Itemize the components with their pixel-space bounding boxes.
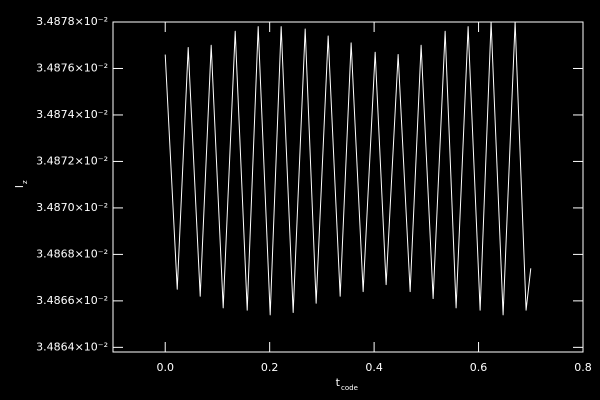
y-axis-label-sub: z bbox=[21, 180, 29, 184]
x-tick-label: 0.2 bbox=[261, 361, 279, 374]
y-tick-label: 3.4874×10⁻² bbox=[36, 108, 108, 121]
data-line bbox=[164, 21, 532, 316]
x-axis-label-sub: code bbox=[341, 384, 358, 392]
y-tick-label: 3.4872×10⁻² bbox=[36, 154, 108, 167]
x-tick-label: 0.4 bbox=[365, 361, 383, 374]
y-tick-label: 3.4876×10⁻² bbox=[36, 61, 108, 74]
y-tick-label: 3.4870×10⁻² bbox=[36, 201, 108, 214]
y-tick-label: 3.4864×10⁻² bbox=[36, 340, 108, 353]
x-axis-label: t bbox=[336, 376, 341, 389]
y-tick-label: 3.4868×10⁻² bbox=[36, 247, 108, 260]
x-tick-label: 0.0 bbox=[156, 361, 174, 374]
y-tick-label: 3.4866×10⁻² bbox=[36, 294, 108, 307]
x-tick-label: 0.8 bbox=[574, 361, 592, 374]
y-tick-label: 3.4878×10⁻² bbox=[36, 15, 108, 28]
x-tick-label: 0.6 bbox=[470, 361, 488, 374]
y-axis-label-group: l z bbox=[13, 180, 29, 188]
y-axis-label: l bbox=[13, 185, 26, 188]
plot-frame bbox=[112, 21, 584, 353]
